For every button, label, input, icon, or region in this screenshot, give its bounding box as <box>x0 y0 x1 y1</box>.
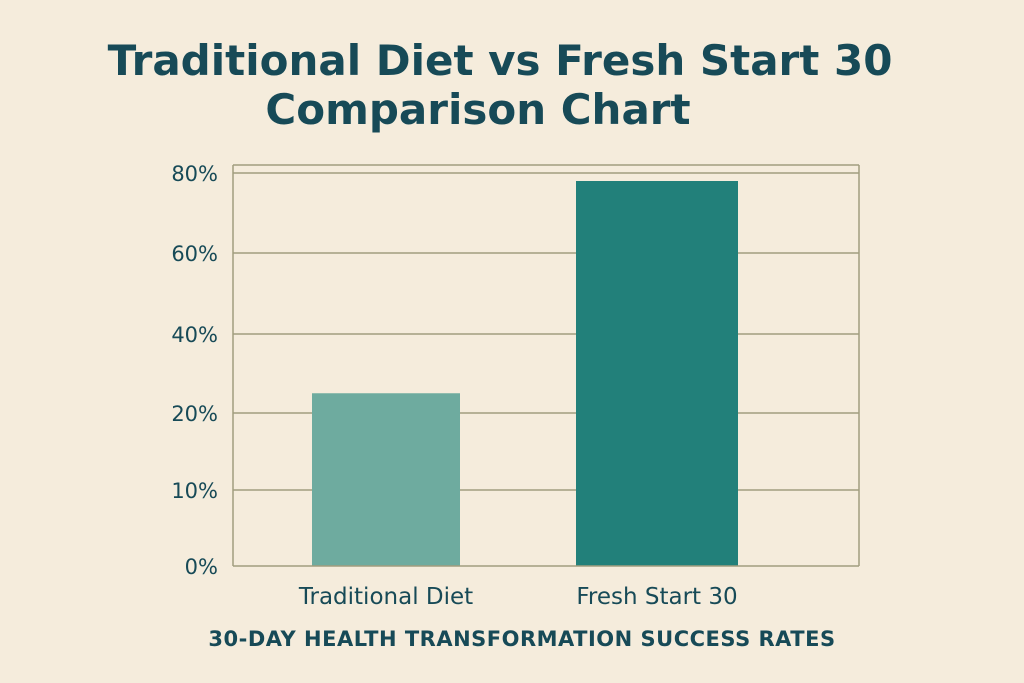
y-tick-label: 40% <box>171 323 218 347</box>
bar-traditional-diet <box>312 393 460 566</box>
x-category-labels: Traditional Diet Fresh Start 30 <box>298 584 738 610</box>
x-axis-title: 30-DAY HEALTH TRANSFORMATION SUCCESS RAT… <box>208 627 836 651</box>
chart-title-line-2: Comparison Chart <box>265 85 691 134</box>
y-tick-label: 0% <box>185 555 218 579</box>
x-category-label: Fresh Start 30 <box>576 584 737 610</box>
bars <box>312 181 738 566</box>
chart-title-line-1: Traditional Diet vs Fresh Start 30 <box>107 36 893 85</box>
bar-fresh-start-30 <box>576 181 738 566</box>
y-tick-label: 80% <box>171 162 218 186</box>
y-tick-label: 20% <box>171 402 218 426</box>
y-tick-label: 10% <box>171 479 218 503</box>
plot-frame <box>232 164 860 567</box>
y-tick-label: 60% <box>171 242 218 266</box>
y-tick-labels: 0% 10% 20% 40% 60% 80% <box>171 162 218 579</box>
x-category-label: Traditional Diet <box>298 584 473 610</box>
